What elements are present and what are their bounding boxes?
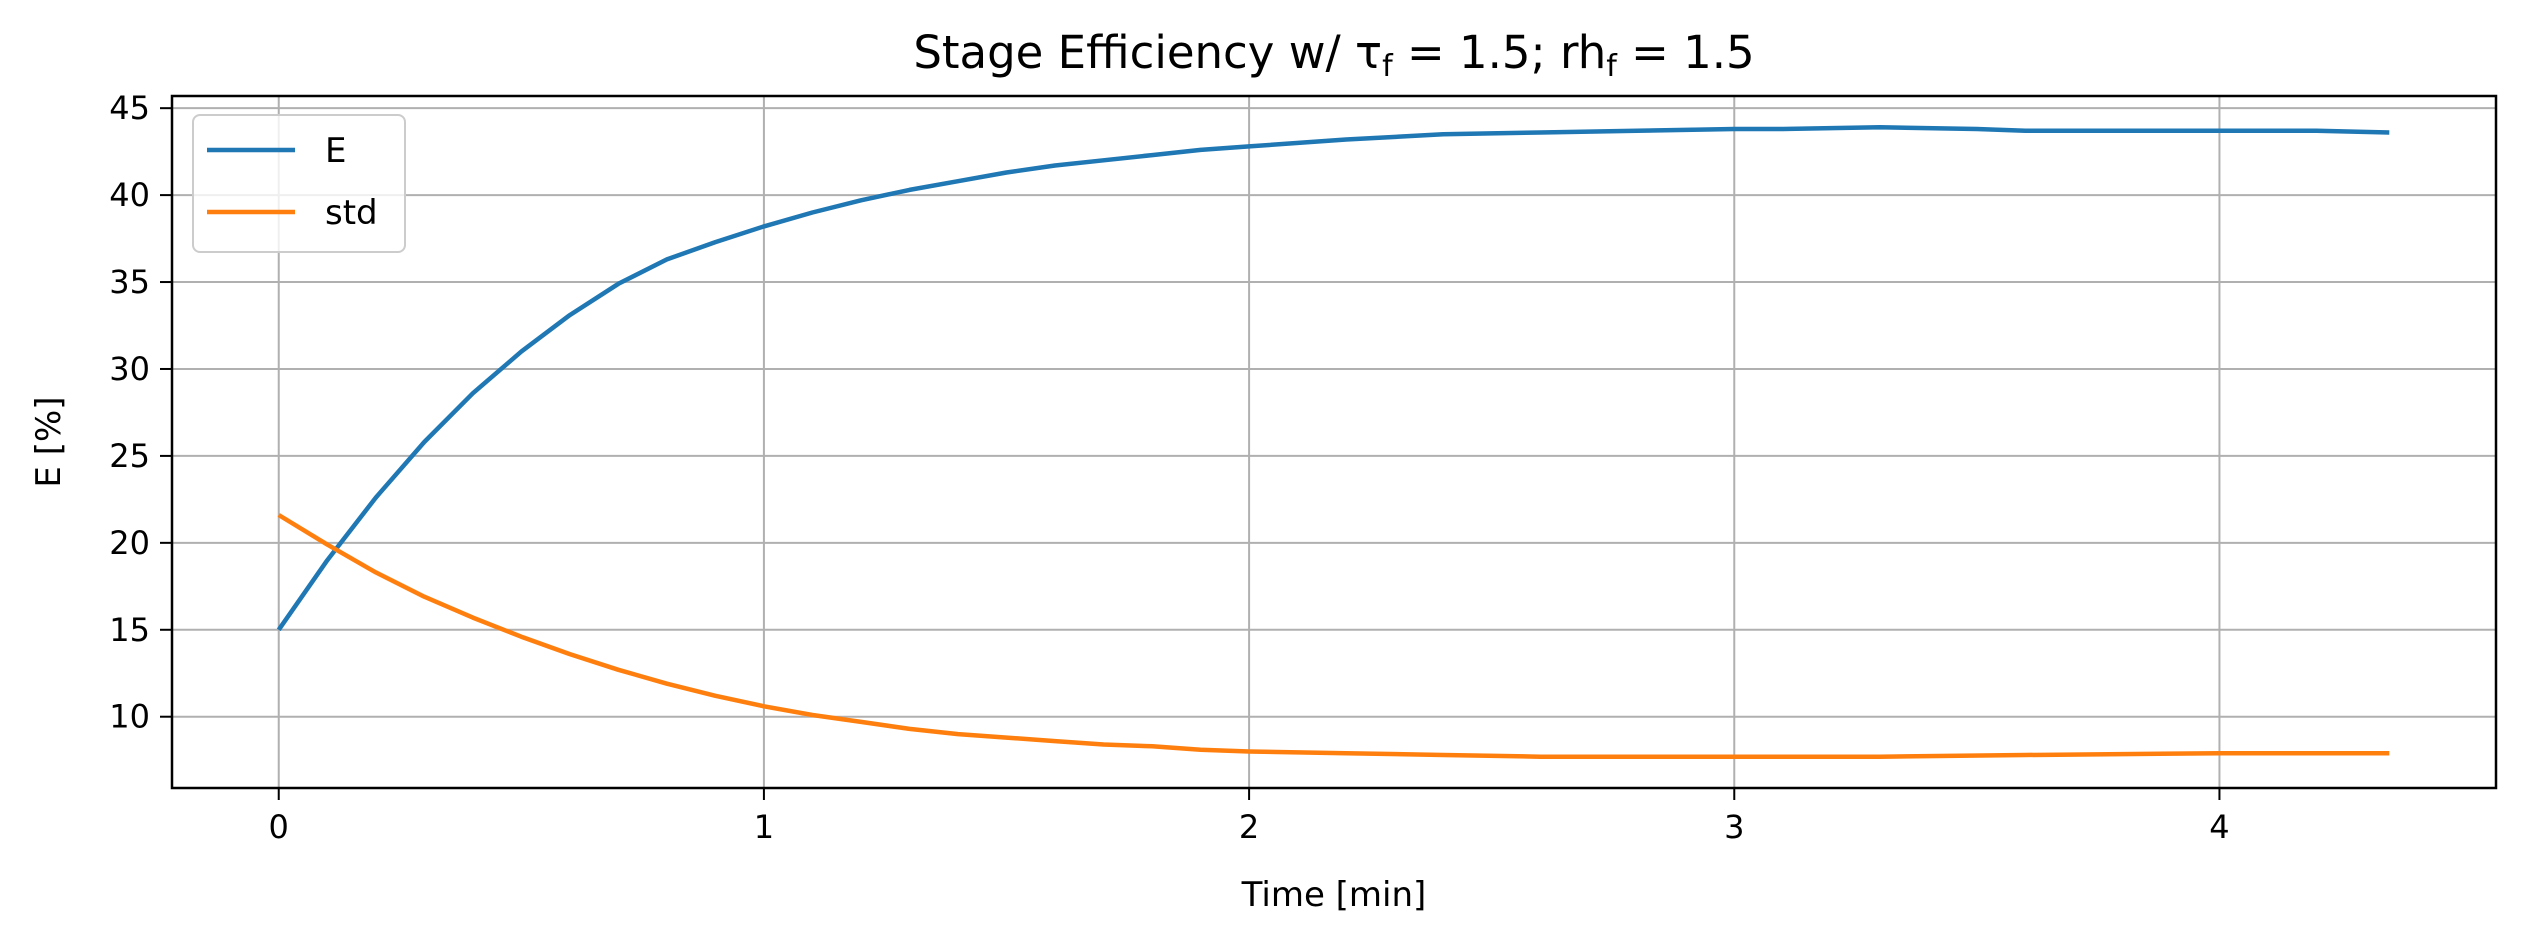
y-tick-label: 20 bbox=[109, 524, 150, 562]
series-line-e bbox=[276, 125, 2390, 632]
legend-label-std: std bbox=[325, 193, 378, 233]
grid-lines bbox=[172, 96, 2496, 788]
series-line-std bbox=[277, 513, 2390, 759]
y-tick-label: 45 bbox=[109, 89, 150, 127]
chart-title: Stage Efficiency w/ τf = 1.5; rhf = 1.5 bbox=[913, 26, 1754, 84]
plot-frame bbox=[170, 94, 2498, 790]
x-tick-label: 2 bbox=[1239, 808, 1259, 846]
y-tick-label: 25 bbox=[109, 437, 150, 475]
title-prefix: Stage Efficiency w/ τ bbox=[913, 26, 1382, 79]
y-tick-label: 40 bbox=[109, 176, 150, 214]
y-tick-label: 30 bbox=[109, 350, 150, 388]
y-tick-label: 10 bbox=[109, 698, 150, 736]
x-tick-label: 4 bbox=[2209, 808, 2229, 846]
y-tick-label: 35 bbox=[109, 263, 150, 301]
title-subscript-1: f bbox=[1382, 49, 1394, 84]
x-tick-label: 3 bbox=[1724, 808, 1744, 846]
x-axis-ticks: 0 1 2 3 4 bbox=[269, 788, 2230, 846]
x-tick-label: 0 bbox=[269, 808, 289, 846]
title-suffix: = 1.5 bbox=[1617, 26, 1755, 79]
legend: E std bbox=[192, 114, 406, 253]
y-axis-ticks: 10 15 20 25 30 35 40 45 bbox=[109, 89, 172, 736]
x-tick-label: 1 bbox=[754, 808, 774, 846]
legend-label-e: E bbox=[325, 131, 346, 171]
y-axis-label: E [%] bbox=[29, 396, 69, 487]
x-axis-label: Time [min] bbox=[1241, 875, 1427, 915]
title-middle: = 1.5; rh bbox=[1393, 26, 1607, 79]
title-subscript-2: f bbox=[1606, 49, 1618, 84]
y-tick-label: 15 bbox=[109, 611, 150, 649]
series-layer bbox=[276, 125, 2390, 759]
